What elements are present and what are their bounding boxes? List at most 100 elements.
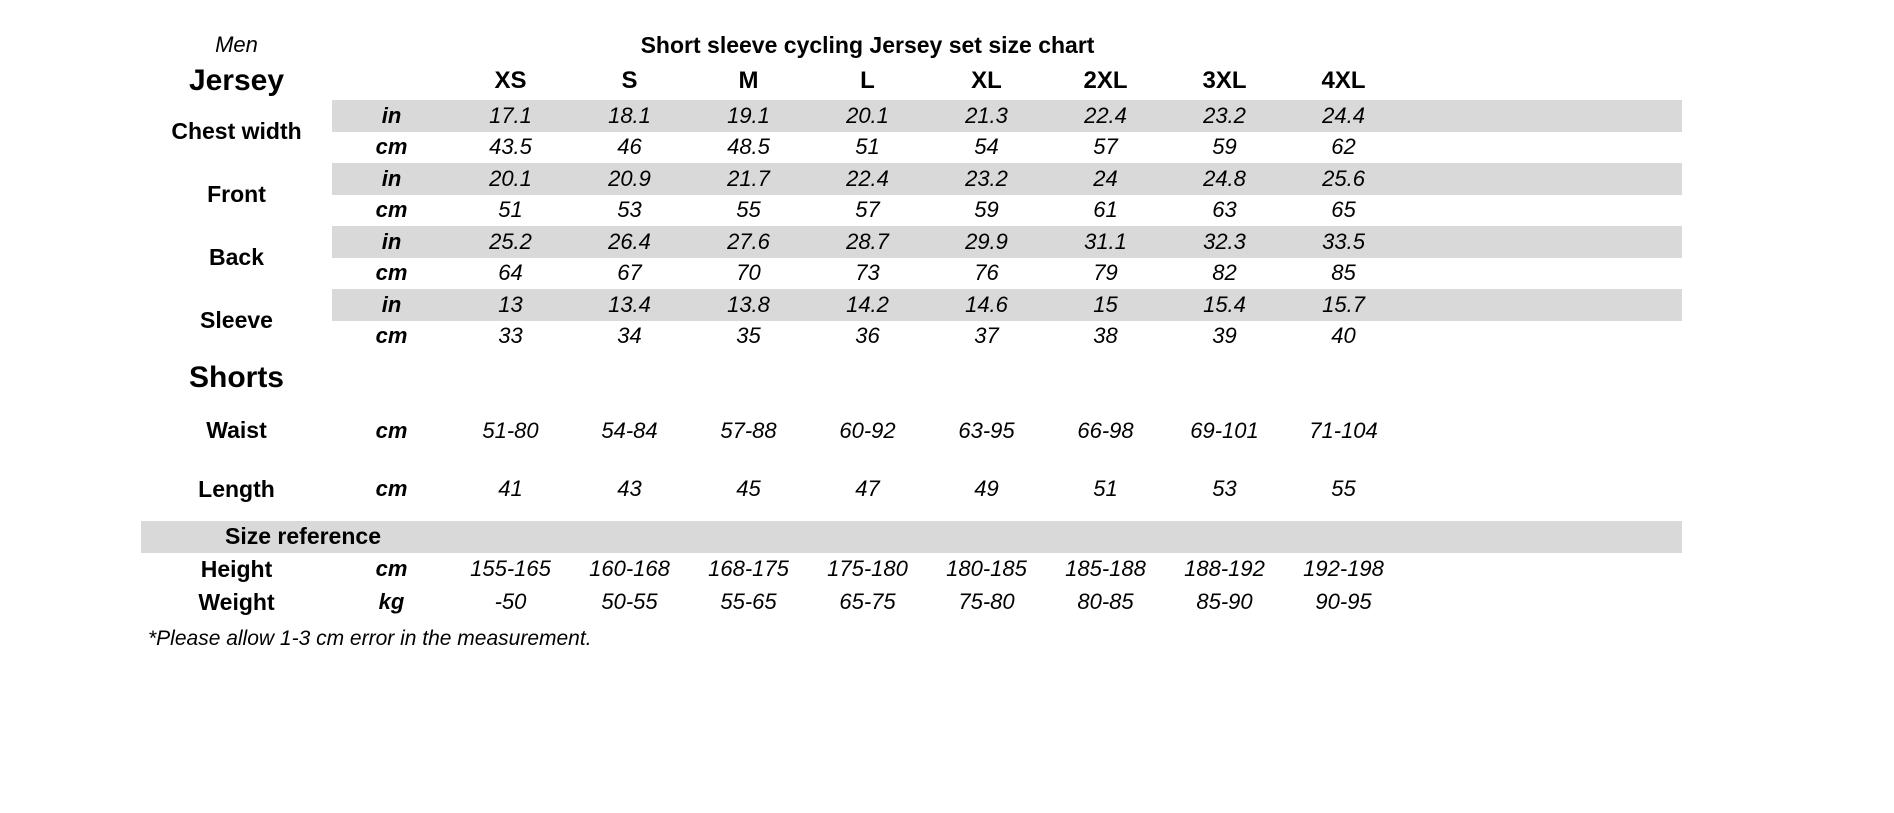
value-cell: 57 — [855, 197, 880, 223]
table-row-length: Length cm 41 43 45 47 49 51 53 55 — [141, 457, 1682, 521]
value-cell: 25.6 — [1284, 163, 1404, 195]
table-row-chest-in: Chest width in 17.1 18.1 19.1 20.1 21.3 … — [141, 100, 1683, 143]
unit-cell: in — [332, 163, 451, 195]
unit-cell: in — [332, 226, 451, 258]
value-cell: 24.4 — [1284, 100, 1404, 132]
size-chart-page: Men Short sleeve cycling Jersey set size… — [141, 28, 1683, 650]
value-cell: 33 — [498, 323, 523, 349]
table-row-front-in: Front in 20.1 20.9 21.7 22.4 23.2 24 24.… — [141, 163, 1683, 206]
value-cell: 62 — [1331, 134, 1356, 160]
value-cell: 51 — [1093, 476, 1118, 501]
value-cell: 14.2 — [808, 289, 927, 321]
filler-cell — [1403, 132, 1682, 164]
table-row-waist: Waist cm 51-80 54-84 57-88 60-92 63-95 6… — [141, 404, 1682, 457]
row-label-height: Height — [200, 555, 273, 582]
value-cell: 64 — [498, 260, 523, 286]
empty-cell — [332, 352, 1682, 404]
chart-title: Short sleeve cycling Jersey set size cha… — [640, 31, 1095, 58]
size-col-header: XL — [971, 67, 1002, 94]
value-cell: 21.3 — [927, 100, 1046, 132]
value-cell: 61 — [1093, 197, 1118, 223]
value-cell: 20.1 — [808, 100, 927, 132]
filler-cell — [1403, 195, 1682, 227]
value-cell: 18.1 — [570, 100, 689, 132]
table-row-sleeve-cm: cm 33 34 35 36 37 38 39 40 — [141, 321, 1682, 353]
value-cell: 53 — [1212, 476, 1237, 501]
value-cell: 21.7 — [689, 163, 808, 195]
value-cell: 24 — [1046, 163, 1165, 195]
value-cell: 71-104 — [1309, 417, 1378, 443]
table-row-chest-cm: cm 43.5 46 48.5 51 54 57 59 62 — [141, 132, 1682, 164]
value-cell: 59 — [1212, 134, 1237, 160]
size-col-header: 4XL — [1321, 67, 1366, 94]
size-col-header: XS — [494, 67, 527, 94]
filler-cell — [1403, 226, 1683, 258]
value-cell: 14.6 — [927, 289, 1046, 321]
value-cell: 85-90 — [1196, 589, 1253, 614]
value-cell: 55 — [736, 197, 761, 223]
unit-header-cell — [332, 62, 451, 100]
value-cell: 48.5 — [727, 134, 770, 160]
value-cell: 15 — [1046, 289, 1165, 321]
value-cell: 65 — [1331, 197, 1356, 223]
value-cell: 22.4 — [1046, 100, 1165, 132]
value-cell: 15.7 — [1284, 289, 1404, 321]
row-label-front: Front — [207, 181, 266, 207]
value-cell: 28.7 — [808, 226, 927, 258]
value-cell: 80-85 — [1077, 589, 1134, 614]
value-cell: 65-75 — [839, 589, 896, 614]
value-cell: 192-198 — [1303, 556, 1384, 581]
value-cell: 23.2 — [1165, 100, 1284, 132]
row-label-length: Length — [198, 475, 275, 502]
title-row: Men Short sleeve cycling Jersey set size… — [141, 28, 1682, 62]
value-cell: 31.1 — [1046, 226, 1165, 258]
value-cell: 50-55 — [601, 589, 658, 614]
value-cell: 180-185 — [946, 556, 1027, 581]
filler-cell — [1403, 100, 1683, 132]
value-cell: 76 — [974, 260, 999, 286]
value-cell: 38 — [1093, 323, 1118, 349]
value-cell: 13.4 — [570, 289, 689, 321]
value-cell: 24.8 — [1165, 163, 1284, 195]
value-cell: 185-188 — [1065, 556, 1146, 581]
value-cell: 15.4 — [1165, 289, 1284, 321]
row-label-sleeve: Sleeve — [200, 307, 273, 333]
value-cell: 188-192 — [1184, 556, 1265, 581]
value-cell: 41 — [498, 476, 523, 501]
filler-cell — [1403, 28, 1682, 62]
section-label-jersey: Jersey — [188, 64, 285, 97]
value-cell: 51 — [498, 197, 523, 223]
value-cell: 160-168 — [589, 556, 670, 581]
value-cell: 63 — [1212, 197, 1237, 223]
section-label-shorts: Shorts — [188, 361, 284, 394]
value-cell: 23.2 — [927, 163, 1046, 195]
row-label-chest-width: Chest width — [171, 118, 302, 144]
filler-cell — [1403, 62, 1682, 100]
sizes-header-row: Jersey XS S M L XL 2XL 3XL 4XL — [141, 62, 1682, 100]
value-cell: 51-80 — [482, 417, 539, 443]
unit-cell: cm — [375, 134, 408, 160]
value-cell: 17.1 — [451, 100, 570, 132]
value-cell: 43.5 — [489, 134, 532, 160]
value-cell: 63-95 — [958, 417, 1015, 443]
filler-cell — [1403, 163, 1683, 195]
unit-cell: cm — [375, 197, 408, 223]
value-cell: 29.9 — [927, 226, 1046, 258]
value-cell: 20.9 — [570, 163, 689, 195]
value-cell: 55-65 — [720, 589, 777, 614]
value-cell: -50 — [494, 589, 527, 614]
value-cell: 45 — [736, 476, 761, 501]
filler-cell — [1403, 457, 1682, 521]
value-cell: 67 — [617, 260, 642, 286]
value-cell: 19.1 — [689, 100, 808, 132]
value-cell: 75-80 — [958, 589, 1015, 614]
value-cell: 25.2 — [451, 226, 570, 258]
value-cell: 155-165 — [470, 556, 551, 581]
table-row-height: Height cm 155-165 160-168 168-175 175-18… — [141, 553, 1682, 586]
section-label-size-reference: Size reference — [141, 521, 1683, 553]
value-cell: 32.3 — [1165, 226, 1284, 258]
value-cell: 51 — [855, 134, 880, 160]
filler-cell — [1403, 289, 1683, 321]
size-reference-banner-row: Size reference — [141, 521, 1683, 553]
value-cell: 34 — [617, 323, 642, 349]
